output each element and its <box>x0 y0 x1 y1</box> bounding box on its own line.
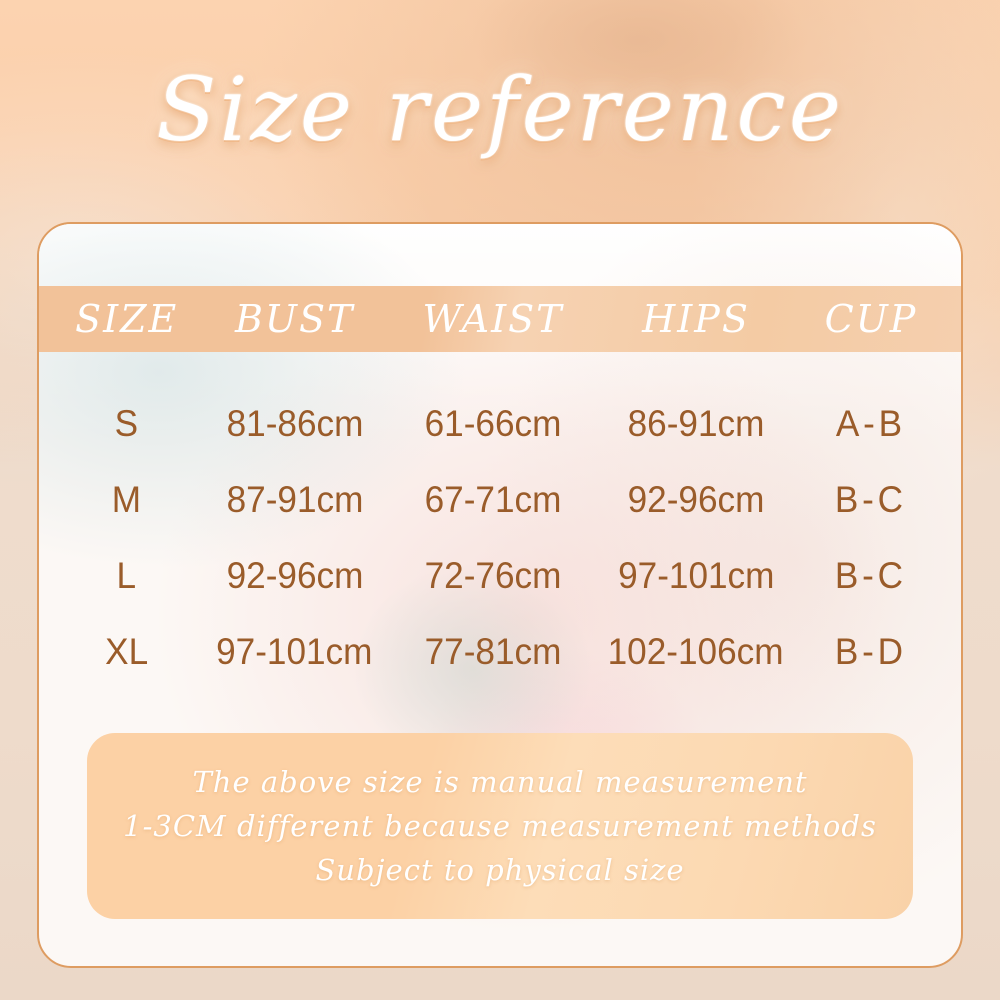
hips-value: 92-96cm <box>627 479 765 520</box>
size-chart-card: SIZE BUST WAIST HIPS CUP S 81-86cm 61-66… <box>37 222 963 968</box>
note-line-1: The above size is manual measurement <box>192 765 808 799</box>
page-title: Size reference <box>156 58 844 161</box>
cup-value: B-D <box>835 631 907 672</box>
table-row-m: M 87-91cm 67-71cm 92-96cm B-C <box>39 462 961 538</box>
hips-value: 97-101cm <box>617 555 775 596</box>
cup-value: B-C <box>835 555 907 596</box>
cell-hips: 97-101cm <box>591 555 801 597</box>
bust-value: 87-91cm <box>226 479 364 520</box>
size-value: M <box>112 479 142 520</box>
waist-value: 61-66cm <box>424 403 562 444</box>
table-header-row: SIZE BUST WAIST HIPS CUP <box>39 286 961 352</box>
cell-waist: 67-71cm <box>395 479 591 521</box>
cell-bust: 97-101cm <box>194 631 395 673</box>
header-cell-waist: WAIST <box>422 297 564 341</box>
cell-hips: 86-91cm <box>591 403 801 445</box>
table-row-xl: XL 97-101cm 77-81cm 102-106cm B-D <box>39 614 961 690</box>
cell-cup: A-B <box>801 403 941 445</box>
header-cell-size: SIZE <box>75 297 179 341</box>
cell-waist: 77-81cm <box>395 631 591 673</box>
hips-value: 102-106cm <box>608 631 784 672</box>
size-value: S <box>114 403 139 444</box>
bust-value: 97-101cm <box>216 631 373 672</box>
table-body: S 81-86cm 61-66cm 86-91cm A-B M 87-91cm … <box>39 352 961 690</box>
cell-size: M <box>59 479 194 521</box>
size-value: L <box>116 555 137 596</box>
note-line-2: 1-3CM different because measurement meth… <box>123 809 877 843</box>
cup-value: A-B <box>835 403 907 444</box>
bust-value: 92-96cm <box>226 555 364 596</box>
cell-bust: 81-86cm <box>194 403 395 445</box>
cup-value: B-C <box>835 479 907 520</box>
cell-waist: 72-76cm <box>395 555 591 597</box>
cell-waist: 61-66cm <box>395 403 591 445</box>
waist-value: 72-76cm <box>424 555 562 596</box>
size-value: XL <box>105 631 149 672</box>
cell-cup: B-C <box>801 479 941 521</box>
cell-size: S <box>59 403 194 445</box>
cell-cup: B-C <box>801 555 941 597</box>
bust-value: 81-86cm <box>226 403 364 444</box>
cell-hips: 102-106cm <box>591 631 801 673</box>
header-cell-cup: CUP <box>824 297 918 341</box>
cell-bust: 87-91cm <box>194 479 395 521</box>
waist-value: 77-81cm <box>424 631 562 672</box>
cell-size: L <box>59 555 194 597</box>
header-cell-bust: BUST <box>235 297 355 341</box>
table-row-l: L 92-96cm 72-76cm 97-101cm B-C <box>39 538 961 614</box>
hips-value: 86-91cm <box>627 403 765 444</box>
cell-bust: 92-96cm <box>194 555 395 597</box>
note-line-3: Subject to physical size <box>315 853 685 887</box>
header-cell-hips: HIPS <box>642 297 750 341</box>
cell-size: XL <box>59 631 194 673</box>
cell-cup: B-D <box>801 631 941 673</box>
measurement-note-box: The above size is manual measurement 1-3… <box>87 733 913 919</box>
table-row-s: S 81-86cm 61-66cm 86-91cm A-B <box>39 386 961 462</box>
waist-value: 67-71cm <box>424 479 562 520</box>
cell-hips: 92-96cm <box>591 479 801 521</box>
